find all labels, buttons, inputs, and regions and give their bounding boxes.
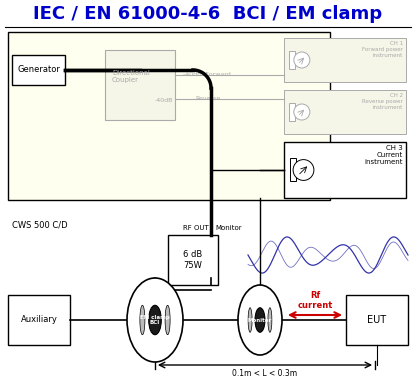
Text: CWS 500 C/D: CWS 500 C/D: [12, 220, 68, 229]
Bar: [8, 295, 70, 345]
Text: CH 2
Reverse power
instrument: CH 2 Reverse power instrument: [362, 93, 403, 110]
Ellipse shape: [238, 285, 282, 355]
Circle shape: [294, 52, 310, 68]
Ellipse shape: [165, 305, 170, 335]
Ellipse shape: [127, 278, 183, 362]
Text: Monitor: Monitor: [215, 225, 242, 231]
Text: 6 dB
75W: 6 dB 75W: [183, 250, 203, 270]
Text: RF OUT: RF OUT: [183, 225, 209, 231]
Text: IEC / EN 61000-4-6  BCI / EM clamp: IEC / EN 61000-4-6 BCI / EM clamp: [33, 5, 383, 23]
Bar: [346, 295, 408, 345]
Bar: [290, 103, 295, 121]
Bar: [284, 38, 406, 82]
Ellipse shape: [149, 305, 161, 335]
Text: Generator: Generator: [17, 65, 60, 75]
Ellipse shape: [140, 305, 145, 335]
Ellipse shape: [268, 308, 272, 332]
Text: Reverse: Reverse: [195, 96, 220, 101]
Bar: [8, 32, 330, 200]
Bar: [12, 55, 65, 85]
Text: CH 3
Current
instrument: CH 3 Current instrument: [364, 145, 403, 165]
Text: -40dB  Forward: -40dB Forward: [183, 72, 231, 77]
Bar: [290, 158, 296, 182]
Circle shape: [293, 160, 314, 180]
Text: Rf
current: Rf current: [297, 291, 333, 310]
Bar: [168, 235, 218, 285]
Text: EM clamp
BCI: EM clamp BCI: [140, 314, 170, 326]
Bar: [290, 51, 295, 69]
Bar: [284, 142, 406, 198]
Text: Directional
Coupler: Directional Coupler: [112, 70, 150, 83]
Text: -40dB: -40dB: [155, 98, 173, 103]
Circle shape: [294, 104, 310, 120]
Ellipse shape: [255, 308, 265, 332]
Bar: [284, 90, 406, 134]
Text: 0.1m < L < 0.3m: 0.1m < L < 0.3m: [233, 369, 297, 378]
Text: Monitor: Monitor: [248, 318, 272, 322]
Bar: [105, 50, 175, 120]
Text: Auxiliary: Auxiliary: [20, 316, 57, 324]
Ellipse shape: [248, 308, 252, 332]
Text: CH 1
Forward power
instrument: CH 1 Forward power instrument: [362, 41, 403, 57]
Text: EUT: EUT: [367, 315, 386, 325]
